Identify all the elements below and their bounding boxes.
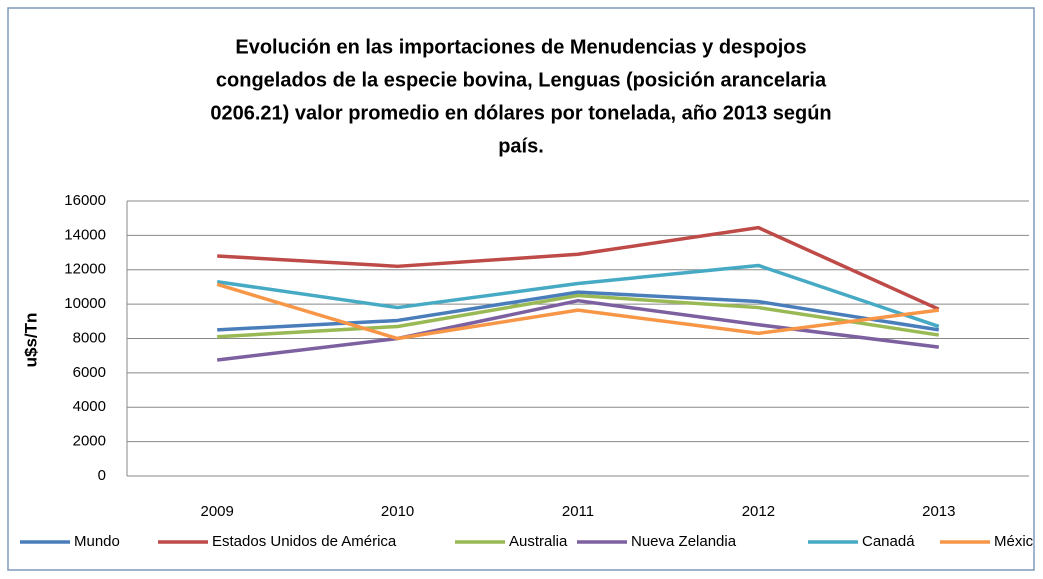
y-tick-label: 2000 (73, 433, 106, 450)
chart-title: Evolución en las importaciones de Menude… (235, 36, 806, 58)
y-tick-label: 12000 (64, 261, 106, 278)
legend-label: México (994, 533, 1042, 550)
x-tick-label: 2009 (201, 503, 234, 520)
y-tick-label: 8000 (73, 329, 106, 346)
legend-label: Nueva Zelandia (631, 533, 737, 550)
series-line (216, 282, 940, 341)
series-line (217, 290, 940, 332)
legend-label: Mundo (74, 533, 120, 550)
y-tick-label: 10000 (64, 295, 106, 312)
x-tick-label: 2010 (381, 503, 414, 520)
y-tick-label: 6000 (73, 364, 106, 381)
chart-title: 0206.21) valor promedio en dólares por t… (210, 102, 831, 124)
y-tick-label: 16000 (64, 192, 106, 209)
series-line (216, 263, 940, 329)
y-axis-title: u$s/Tn (21, 313, 40, 368)
legend-label: Estados Unidos de América (212, 533, 397, 550)
series-line (217, 225, 940, 311)
y-tick-label: 0 (98, 467, 106, 484)
x-tick-label: 2011 (562, 503, 594, 520)
legend-label: Australia (509, 533, 568, 550)
series-line (217, 293, 940, 339)
series-line (216, 298, 940, 362)
chart-title: país. (498, 135, 544, 157)
y-tick-label: 4000 (73, 398, 106, 415)
legend: Mundo Estados Unidos de América Australia N… (20, 533, 1042, 550)
x-tick-label: 2012 (742, 503, 775, 520)
legend-label: Canadá (862, 533, 915, 550)
y-tick-label: 14000 (64, 226, 106, 243)
chart-title: congelados de la especie bovina, Lenguas… (216, 69, 827, 91)
chart-border (7, 7, 1035, 571)
x-tick-label: 2013 (922, 503, 955, 520)
